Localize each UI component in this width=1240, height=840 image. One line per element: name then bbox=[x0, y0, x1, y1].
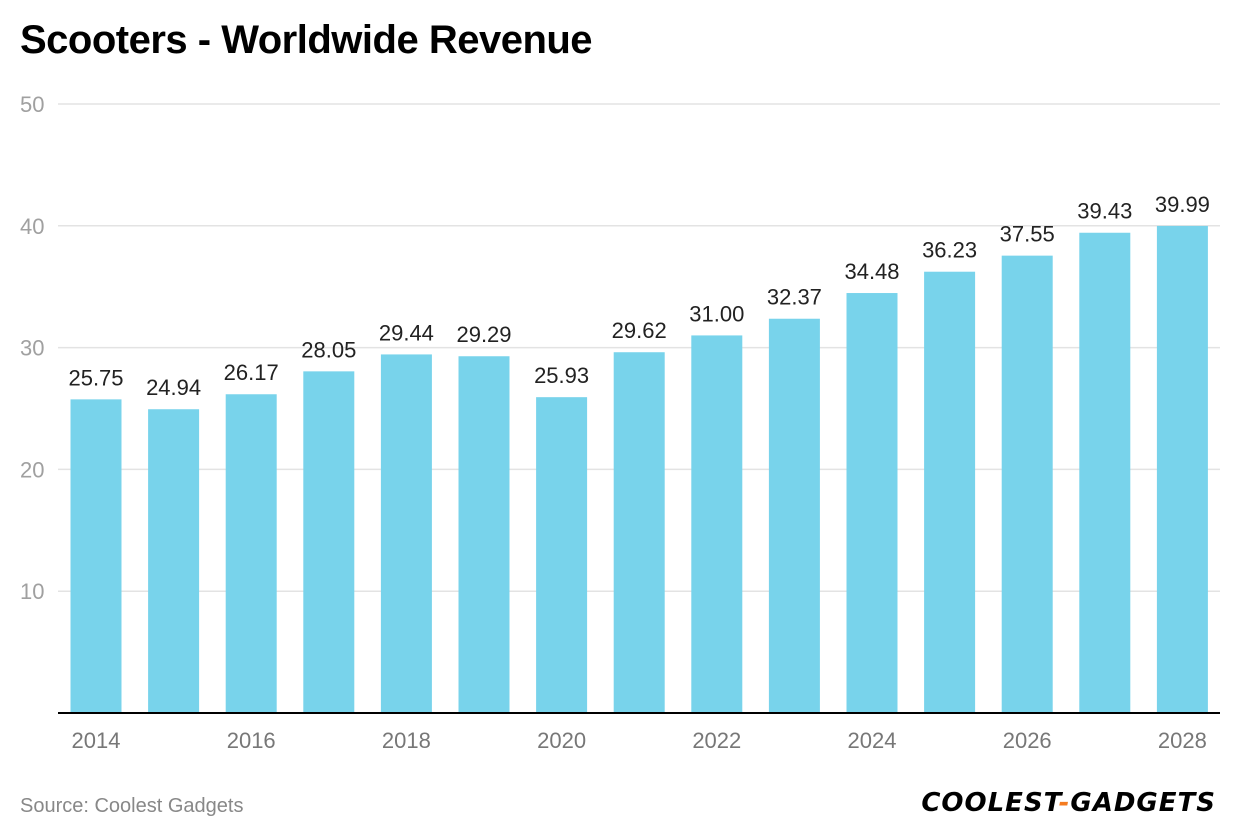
x-tick-label: 2016 bbox=[227, 728, 276, 753]
bar bbox=[380, 354, 432, 713]
brand-logo-dash: - bbox=[1058, 788, 1071, 818]
bar bbox=[691, 335, 743, 713]
value-label: 29.62 bbox=[612, 318, 667, 343]
bar bbox=[1156, 225, 1208, 713]
bar bbox=[458, 356, 510, 713]
x-tick-label: 2018 bbox=[382, 728, 431, 753]
bar bbox=[846, 293, 898, 713]
value-label: 34.48 bbox=[844, 259, 899, 284]
x-tick-label: 2024 bbox=[848, 728, 897, 753]
value-label: 39.43 bbox=[1077, 199, 1132, 224]
chart-title: Scooters - Worldwide Revenue bbox=[20, 18, 593, 62]
bar bbox=[536, 397, 588, 713]
value-label: 31.00 bbox=[689, 301, 744, 326]
value-label: 36.23 bbox=[922, 238, 977, 263]
y-tick-label: 10 bbox=[20, 579, 44, 604]
brand-logo: COOLEST-GADGETS bbox=[921, 788, 1216, 818]
x-tick-label: 2026 bbox=[1003, 728, 1052, 753]
value-label: 25.93 bbox=[534, 363, 589, 388]
bar bbox=[225, 394, 277, 713]
brand-logo-right: GADGETS bbox=[1070, 788, 1216, 818]
value-label: 37.55 bbox=[1000, 222, 1055, 247]
value-label: 26.17 bbox=[224, 360, 279, 385]
y-tick-label: 30 bbox=[20, 336, 44, 361]
bar bbox=[148, 409, 200, 713]
bar bbox=[303, 371, 355, 713]
bar bbox=[613, 352, 665, 713]
y-tick-label: 40 bbox=[20, 214, 44, 239]
x-tick-label: 2014 bbox=[72, 728, 121, 753]
bar bbox=[924, 271, 976, 713]
x-tick-label: 2028 bbox=[1158, 728, 1207, 753]
value-label: 32.37 bbox=[767, 285, 822, 310]
value-label: 24.94 bbox=[146, 375, 201, 400]
y-tick-label: 50 bbox=[20, 92, 44, 117]
bar bbox=[1001, 255, 1053, 714]
value-label: 39.99 bbox=[1155, 192, 1210, 217]
value-label: 29.44 bbox=[379, 320, 434, 345]
value-label: 29.29 bbox=[456, 322, 511, 347]
value-label: 28.05 bbox=[301, 337, 356, 362]
brand-logo-left: COOLEST bbox=[921, 788, 1059, 818]
value-label: 25.75 bbox=[68, 365, 123, 390]
source-note: Source: Coolest Gadgets bbox=[20, 795, 244, 817]
bar bbox=[70, 399, 122, 713]
bar bbox=[1079, 232, 1131, 713]
x-tick-label: 2022 bbox=[692, 728, 741, 753]
y-tick-label: 20 bbox=[20, 457, 44, 482]
bar bbox=[768, 318, 820, 713]
x-tick-label: 2020 bbox=[537, 728, 586, 753]
